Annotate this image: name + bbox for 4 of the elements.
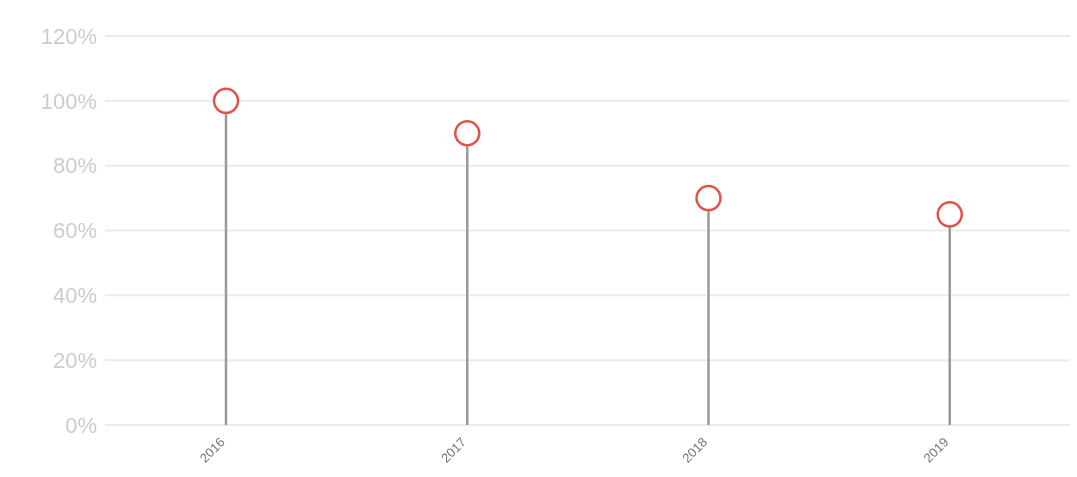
point <box>212 87 240 115</box>
point <box>454 120 481 147</box>
point <box>936 201 963 228</box>
point <box>695 184 722 212</box>
